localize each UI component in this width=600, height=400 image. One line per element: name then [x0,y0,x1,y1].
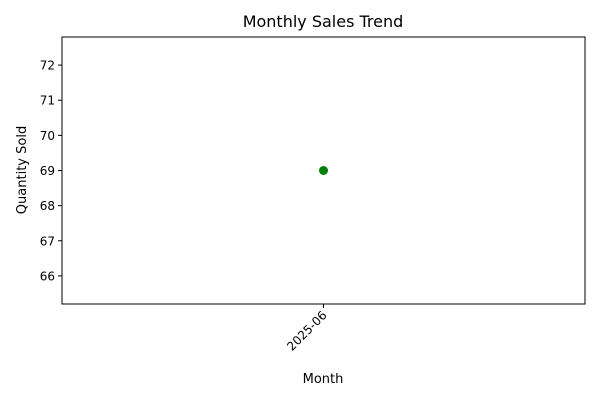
data-point [319,166,328,175]
y-tick-label: 66 [40,269,55,283]
axes-frame [61,36,586,305]
y-tick-label: 67 [40,234,55,248]
y-tick-label: 70 [40,129,55,143]
y-tick-label: 71 [40,94,55,108]
x-axis-label: Month [303,372,344,387]
y-tick-label: 69 [40,164,55,178]
y-tick-label: 72 [40,59,55,73]
chart-title: Monthly Sales Trend [243,12,404,31]
plot-area: 66 67 68 69 70 71 72 2025-06 [40,36,586,354]
y-axis-label: Quantity Sold [15,126,30,214]
x-tick-label: 2025-06 [284,308,329,353]
y-tick-label: 68 [40,199,55,213]
